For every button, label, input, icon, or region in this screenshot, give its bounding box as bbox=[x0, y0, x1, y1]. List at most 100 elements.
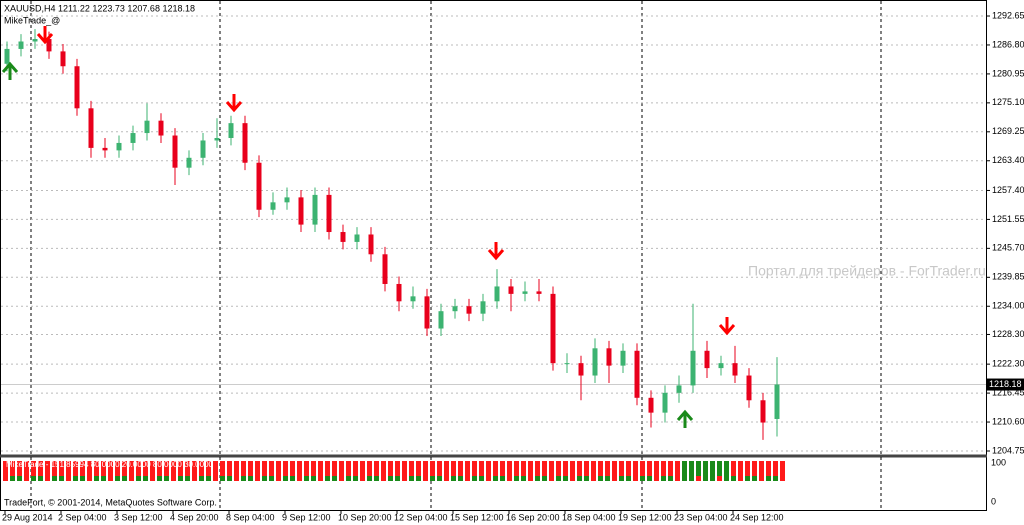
indicator-bar bbox=[577, 461, 582, 481]
candle-body bbox=[704, 350, 710, 369]
candle-body bbox=[270, 202, 276, 210]
indicator-bar bbox=[409, 461, 414, 481]
candle-body bbox=[410, 296, 416, 302]
indicator-bar bbox=[689, 461, 694, 481]
indicator-bar bbox=[367, 461, 372, 481]
y-tick-label: 1245.70 bbox=[992, 243, 1024, 253]
indicator-bar-base bbox=[150, 476, 155, 481]
indicator-bar-base bbox=[423, 476, 428, 481]
indicator-bar-base bbox=[115, 476, 120, 481]
indicator-bar bbox=[178, 461, 183, 481]
indicator-bar-base bbox=[682, 476, 687, 481]
indicator-bar bbox=[668, 461, 673, 481]
indicator-bar bbox=[549, 461, 554, 481]
candle-body bbox=[312, 194, 318, 225]
candle-body bbox=[536, 291, 542, 294]
indicator-bar bbox=[570, 461, 575, 481]
indicator-bar bbox=[283, 461, 288, 481]
period-separators bbox=[30, 1, 882, 510]
indicator-bar bbox=[717, 461, 722, 481]
indicator-bar bbox=[766, 461, 771, 481]
indicator-bar-base bbox=[549, 476, 554, 481]
indicator-bar-base bbox=[626, 476, 631, 481]
indicator-bar-base bbox=[542, 476, 547, 481]
candle-body bbox=[648, 397, 654, 413]
candle-body bbox=[116, 142, 122, 151]
indicator-bar-base bbox=[108, 476, 113, 481]
indicator-bar-base bbox=[136, 476, 141, 481]
indicator-bar bbox=[647, 461, 652, 481]
indicator-bar bbox=[486, 461, 491, 481]
candle-body bbox=[508, 286, 514, 294]
chart-frame bbox=[0, 0, 987, 511]
candle-body bbox=[172, 135, 178, 168]
indicator-bar-base bbox=[325, 476, 330, 481]
indicator-bar bbox=[255, 461, 260, 481]
indicator-bar bbox=[24, 461, 29, 481]
indicator-bar-base bbox=[689, 476, 694, 481]
indicator-bar bbox=[276, 461, 281, 481]
candle-body bbox=[424, 296, 430, 329]
indicator-bar bbox=[591, 461, 596, 481]
indicator-bar bbox=[514, 461, 519, 481]
indicator-bar bbox=[465, 461, 470, 481]
y-tick-label: 1228.30 bbox=[992, 329, 1024, 339]
indicator-bar-base bbox=[318, 476, 323, 481]
indicator-bar-base bbox=[528, 476, 533, 481]
indicator-bar bbox=[297, 461, 302, 481]
indicator-bar bbox=[402, 461, 407, 481]
indicator-bar-base bbox=[206, 476, 211, 481]
indicator-bar-base bbox=[745, 476, 750, 481]
indicator-bar bbox=[129, 461, 134, 481]
indicator-bar bbox=[381, 461, 386, 481]
indicator-bar-base bbox=[290, 476, 295, 481]
candle-body bbox=[578, 363, 584, 376]
indicator-bar bbox=[353, 461, 358, 481]
y-tick-label: 1234.00 bbox=[992, 301, 1024, 311]
indicator-bar bbox=[318, 461, 323, 481]
indicator-bar bbox=[437, 461, 442, 481]
x-tick-label: 9 Sep 12:00 bbox=[282, 512, 331, 522]
indicator-bar-base bbox=[731, 476, 736, 481]
indicator-bar bbox=[80, 461, 85, 481]
candle-body bbox=[130, 133, 136, 143]
indicator-bar-base bbox=[612, 476, 617, 481]
indicator-bar bbox=[185, 461, 190, 481]
indicator-bar-base bbox=[577, 476, 582, 481]
candle-body bbox=[340, 232, 346, 242]
indicator-bar bbox=[416, 461, 421, 481]
indicator-bar bbox=[269, 461, 274, 481]
indicator-bar-base bbox=[598, 476, 603, 481]
indicator-bar bbox=[45, 461, 50, 481]
indicator-bar-base bbox=[381, 476, 386, 481]
indicator-bar-base bbox=[416, 476, 421, 481]
indicator-bar bbox=[52, 461, 57, 481]
indicator-bar bbox=[682, 461, 687, 481]
indicator-bar-base bbox=[304, 476, 309, 481]
indicator-bar bbox=[66, 461, 71, 481]
indicator-tick-label: 100 bbox=[991, 457, 1006, 467]
x-tick-label: 4 Sep 20:00 bbox=[170, 512, 219, 522]
candle-body bbox=[382, 254, 388, 284]
candle-body bbox=[326, 194, 332, 233]
indicator-bar bbox=[521, 461, 526, 481]
y-tick-label: 1263.40 bbox=[992, 155, 1024, 165]
candle-body bbox=[256, 162, 262, 210]
indicator-bar bbox=[780, 461, 785, 481]
indicator-bar bbox=[584, 461, 589, 481]
x-tick-label: 23 Sep 04:00 bbox=[674, 512, 728, 522]
indicator-bar-base bbox=[185, 476, 190, 481]
indicator-bar bbox=[199, 461, 204, 481]
indicator-bar-base bbox=[80, 476, 85, 481]
candle-body bbox=[774, 384, 780, 419]
candle-body bbox=[634, 350, 640, 398]
indicator-bar bbox=[696, 461, 701, 481]
candle-body bbox=[368, 234, 374, 255]
indicator-bar-base bbox=[360, 476, 365, 481]
candle-body bbox=[396, 283, 402, 302]
indicator-bar-base bbox=[444, 476, 449, 481]
indicator-bar-base bbox=[563, 476, 568, 481]
candle-body bbox=[158, 120, 164, 136]
indicator-bar-base bbox=[157, 476, 162, 481]
